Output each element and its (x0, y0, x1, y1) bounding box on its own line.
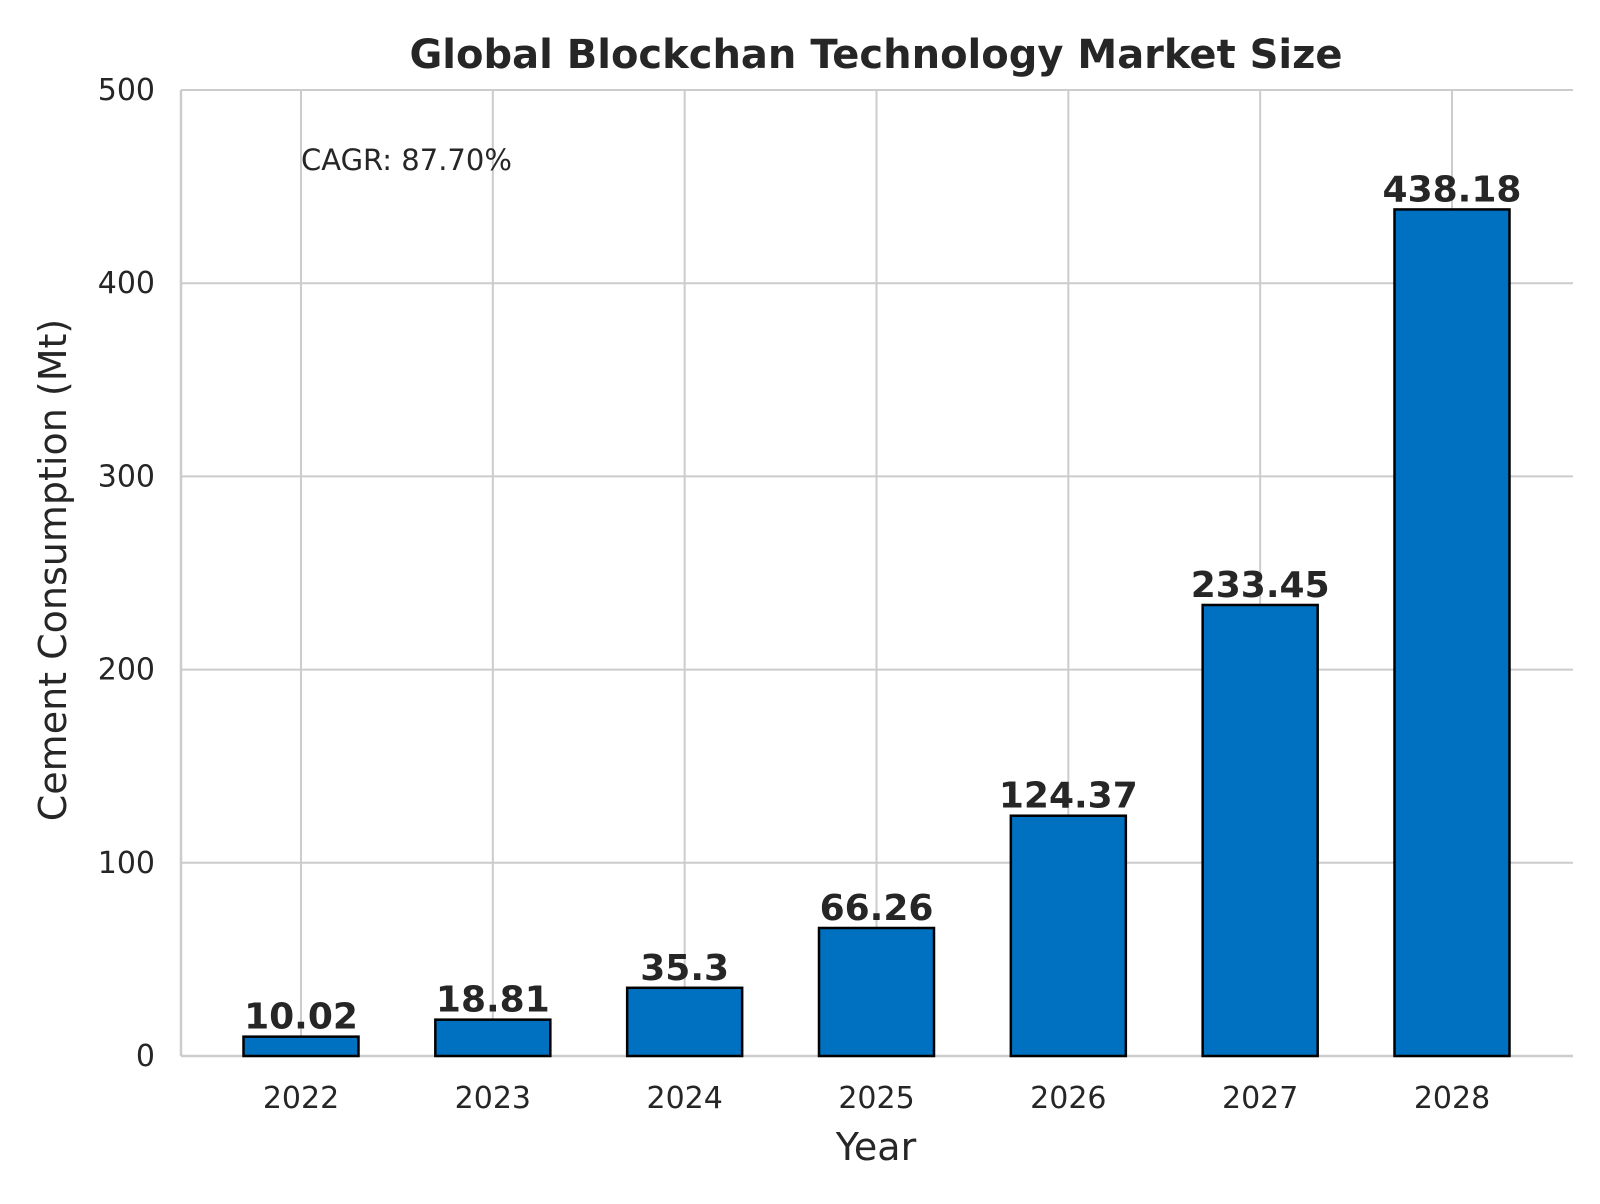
bar-value-label: 438.18 (1383, 169, 1522, 210)
bars-layer (242, 208, 1511, 1058)
y-tick-label: 300 (98, 459, 155, 494)
bar-2024 (625, 986, 744, 1058)
bar-value-label: 124.37 (999, 776, 1138, 817)
x-tick-label: 2027 (1222, 1081, 1298, 1116)
bar-value-label: 18.81 (436, 980, 550, 1021)
axes-layer: 0 100 200 300 400 500 2022 2023 2024 2025 2026 2027… (98, 73, 1573, 1116)
bar-value-label: 66.26 (820, 888, 934, 929)
chart-title: Global Blockchan Technology Market Size (409, 32, 1342, 78)
x-tick-label: 2024 (646, 1081, 722, 1116)
y-axis-label: Cement Consumption (Mt) (31, 319, 75, 821)
y-tick-label: 200 (98, 653, 155, 688)
y-tick-label: 0 (136, 1039, 155, 1074)
x-tick-label: 2026 (1030, 1081, 1106, 1116)
x-axis-label: Year (835, 1125, 917, 1169)
bar-2028 (1393, 208, 1511, 1058)
bar-2025 (817, 926, 936, 1058)
x-tick-label: 2028 (1414, 1081, 1490, 1116)
bar-2023 (434, 1018, 552, 1058)
y-tick-label: 100 (98, 846, 155, 881)
y-tick-label: 500 (98, 73, 155, 108)
x-tick-label: 2025 (838, 1081, 914, 1116)
cagr-annotation: CAGR: 87.70% (301, 143, 512, 177)
x-tick-label: 2022 (263, 1081, 339, 1116)
x-tick-label: 2023 (455, 1081, 531, 1116)
bar-2027 (1201, 603, 1319, 1058)
labels-layer: 10.02 18.81 35.3 66.26 124.37 233.45 438.18 (244, 169, 1521, 1037)
bar-2022 (242, 1035, 360, 1058)
bar-value-label: 35.3 (640, 948, 729, 989)
bar-value-label: 10.02 (244, 997, 358, 1038)
bar-value-label: 233.45 (1191, 565, 1330, 606)
y-tick-label: 400 (98, 266, 155, 301)
bar-2026 (1009, 814, 1128, 1058)
